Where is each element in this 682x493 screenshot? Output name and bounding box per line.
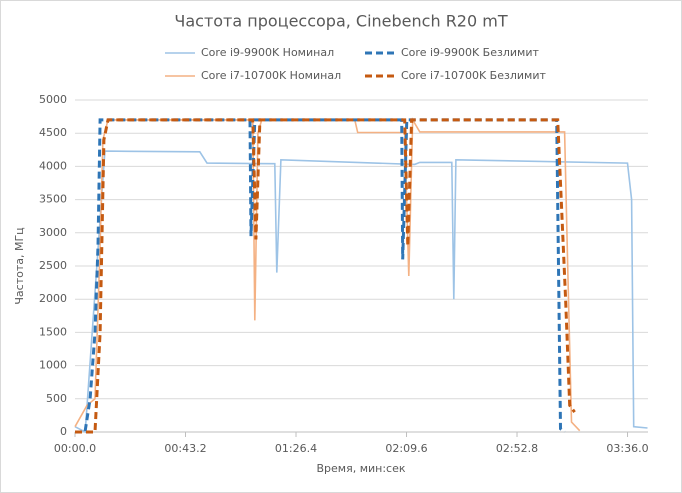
series-line [74, 150, 648, 434]
x-axis-title: Время, мин:сек [316, 462, 405, 475]
y-tick-label: 2500 [39, 259, 67, 272]
y-tick-label: 3500 [39, 193, 67, 206]
legend-label: Core i9-9900K Безлимит [401, 46, 539, 59]
y-tick-label: 4000 [39, 159, 67, 172]
y-tick-label: 0 [60, 425, 67, 438]
y-tick-label: 4500 [39, 126, 67, 139]
legend-label: Core i9-9900K Номинал [201, 46, 334, 59]
chart-title: Частота процессора, Cinebench R20 mT [174, 12, 507, 31]
x-tick-label: 00:00.0 [54, 442, 96, 455]
y-tick-label: 500 [46, 392, 67, 405]
y-tick-label: 1000 [39, 359, 67, 372]
y-tick-label: 3000 [39, 226, 67, 239]
y-tick-label: 5000 [39, 93, 67, 106]
y-axis-title: Частота, МГц [13, 227, 26, 304]
legend-label: Core i7-10700K Номинал [201, 69, 341, 82]
legend-label: Core i7-10700K Безлимит [401, 69, 546, 82]
x-tick-label: 01:26.4 [275, 442, 317, 455]
series-line [75, 118, 566, 434]
x-tick-label: 02:09.6 [385, 442, 427, 455]
x-tick-label: 00:43.2 [164, 442, 206, 455]
x-tick-label: 02:52.8 [496, 442, 538, 455]
x-tick-label: 03:36.0 [606, 442, 648, 455]
y-tick-label: 2000 [39, 292, 67, 305]
series-line [75, 118, 576, 434]
y-tick-label: 1500 [39, 325, 67, 338]
